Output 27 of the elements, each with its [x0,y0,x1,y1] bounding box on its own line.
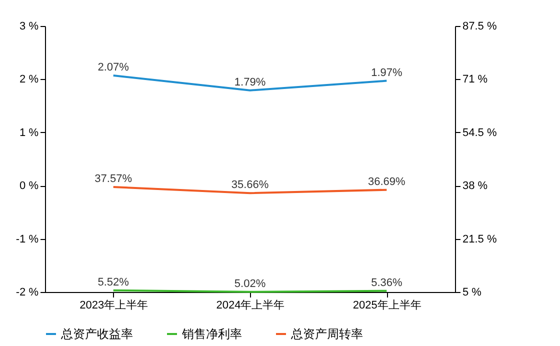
x-tick-label: 2024年上半年 [216,298,285,312]
legend-label: 总资产收益率 [60,327,133,341]
y2-tick-label: 5 % [462,286,482,298]
y2-tick-label: 87.5 % [462,20,497,32]
data-label: 36.69% [368,176,406,188]
data-label: 1.79% [234,76,266,88]
y-tick-label: -1 % [16,233,39,246]
data-label: 35.66% [231,179,269,192]
y-tick-label: 1 % [20,126,39,139]
data-label: 5.36% [371,276,402,289]
data-label: 2.07% [98,61,130,74]
y-tick-label: 2 % [20,74,39,86]
y-tick-label: 3 % [20,20,39,32]
x-tick-label: 2023年上半年 [80,298,148,312]
x-tick-label: 2025年上半年 [352,298,422,312]
y-tick-label: -2 % [16,286,39,298]
y2-tick-label: 38 % [462,180,488,192]
data-label: 1.97% [371,66,402,79]
y-tick-label: 0 % [20,180,39,192]
y2-tick-label: 71 % [462,74,488,86]
legend-label: 总资产周转率 [290,327,363,341]
data-label: 5.52% [98,276,130,288]
legend-label: 销售净利率 [181,327,242,341]
data-label: 5.02% [234,278,266,290]
y2-tick-label: 21.5 % [462,233,497,246]
data-label: 37.57% [94,172,132,185]
y2-tick-label: 54.5 % [462,126,497,139]
